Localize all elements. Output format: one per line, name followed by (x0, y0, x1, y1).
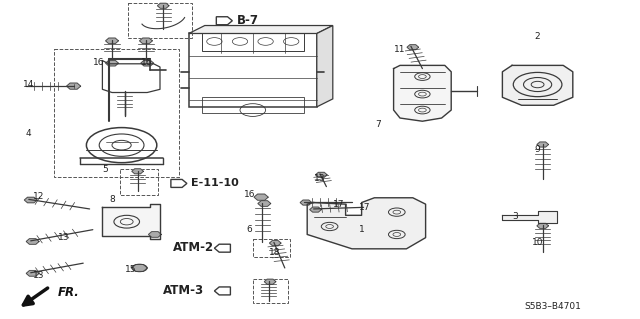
Bar (202, 33, 304, 51)
Polygon shape (310, 207, 321, 212)
Text: 8: 8 (109, 195, 115, 204)
Bar (253, 239, 290, 257)
Text: 9: 9 (535, 145, 540, 154)
Polygon shape (407, 45, 419, 50)
Text: 1: 1 (359, 225, 364, 234)
Polygon shape (24, 197, 37, 203)
Polygon shape (307, 198, 426, 249)
Text: 18: 18 (269, 248, 281, 256)
Text: 13: 13 (58, 233, 70, 242)
Polygon shape (502, 65, 573, 105)
Bar (120, 169, 158, 195)
Text: 17: 17 (359, 203, 371, 212)
Text: 14: 14 (23, 80, 35, 89)
Polygon shape (102, 204, 160, 239)
Polygon shape (264, 279, 276, 284)
Text: 13: 13 (314, 174, 326, 183)
Text: B-7: B-7 (237, 14, 259, 27)
Text: 7: 7 (375, 120, 380, 129)
Bar (128, 3, 192, 38)
Polygon shape (258, 201, 271, 206)
Polygon shape (67, 83, 81, 89)
Polygon shape (269, 241, 281, 246)
Polygon shape (132, 169, 143, 174)
Polygon shape (316, 172, 327, 177)
Polygon shape (26, 239, 39, 244)
Text: 15: 15 (125, 265, 137, 274)
Text: E-11-10: E-11-10 (191, 178, 239, 189)
Text: 17: 17 (333, 200, 345, 209)
Polygon shape (537, 223, 548, 228)
Text: 3: 3 (513, 212, 518, 221)
Text: 4: 4 (26, 130, 31, 138)
Polygon shape (537, 142, 548, 147)
Polygon shape (254, 194, 268, 200)
Text: FR.: FR. (58, 286, 79, 299)
Text: 6: 6 (247, 225, 252, 234)
Text: 16: 16 (141, 58, 153, 67)
Text: 11: 11 (394, 45, 406, 54)
Text: 16: 16 (93, 58, 105, 67)
Polygon shape (300, 200, 312, 205)
Text: 2: 2 (535, 32, 540, 41)
Text: 16: 16 (244, 190, 255, 199)
Polygon shape (189, 26, 333, 33)
Text: 12: 12 (33, 192, 44, 201)
Polygon shape (394, 65, 451, 121)
Bar (253, 279, 288, 303)
Text: 10: 10 (532, 238, 543, 247)
Polygon shape (140, 38, 152, 44)
Text: 5: 5 (103, 165, 108, 174)
Bar (189, 33, 317, 107)
Bar (202, 97, 304, 113)
Polygon shape (502, 211, 557, 223)
Bar (54, 49, 179, 177)
Polygon shape (26, 271, 39, 276)
Polygon shape (132, 265, 147, 271)
Text: ATM-3: ATM-3 (163, 284, 204, 297)
Text: S5B3–B4701: S5B3–B4701 (525, 302, 582, 311)
Polygon shape (106, 60, 118, 66)
Polygon shape (106, 38, 118, 44)
Text: 13: 13 (33, 271, 44, 280)
Polygon shape (141, 60, 154, 66)
Polygon shape (317, 26, 333, 107)
Polygon shape (157, 3, 169, 8)
Text: ATM-2: ATM-2 (173, 241, 214, 254)
Polygon shape (148, 232, 161, 237)
